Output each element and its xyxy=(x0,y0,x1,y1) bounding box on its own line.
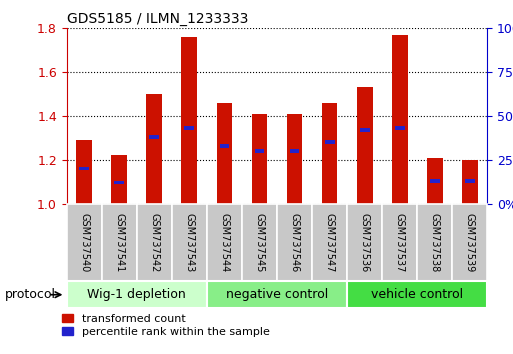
Bar xyxy=(207,281,347,308)
Text: GSM737538: GSM737538 xyxy=(430,213,440,272)
Bar xyxy=(462,160,478,204)
Bar xyxy=(417,204,452,281)
Bar xyxy=(322,103,338,204)
Bar xyxy=(392,35,408,204)
Bar xyxy=(114,181,124,184)
Bar xyxy=(220,144,229,148)
Bar xyxy=(76,140,92,204)
Bar xyxy=(67,281,207,308)
Bar xyxy=(80,166,89,171)
Text: GSM737539: GSM737539 xyxy=(465,213,475,272)
Text: GSM737543: GSM737543 xyxy=(184,213,194,272)
Bar xyxy=(254,149,264,153)
Text: vehicle control: vehicle control xyxy=(371,288,463,301)
Text: GSM737545: GSM737545 xyxy=(254,213,265,272)
Text: GSM737537: GSM737537 xyxy=(394,213,405,272)
Bar xyxy=(146,94,162,204)
Bar xyxy=(67,204,102,281)
Bar xyxy=(325,140,334,144)
Bar xyxy=(185,126,194,130)
Bar xyxy=(102,204,137,281)
Text: protocol: protocol xyxy=(5,288,56,301)
Legend: transformed count, percentile rank within the sample: transformed count, percentile rank withi… xyxy=(62,314,270,337)
Bar xyxy=(430,179,440,183)
Text: GSM737540: GSM737540 xyxy=(79,213,89,272)
Bar xyxy=(360,128,369,132)
Bar xyxy=(357,87,372,204)
Bar xyxy=(395,126,405,130)
Bar xyxy=(149,135,159,139)
Bar xyxy=(382,204,417,281)
Text: GSM737542: GSM737542 xyxy=(149,213,160,272)
Bar xyxy=(312,204,347,281)
Bar xyxy=(427,158,443,204)
Bar xyxy=(137,204,172,281)
Bar xyxy=(207,204,242,281)
Bar xyxy=(347,281,487,308)
Text: GSM737547: GSM737547 xyxy=(325,213,334,272)
Bar xyxy=(452,204,487,281)
Bar xyxy=(290,149,300,153)
Bar xyxy=(216,103,232,204)
Text: GSM737546: GSM737546 xyxy=(289,213,300,272)
Text: Wig-1 depletion: Wig-1 depletion xyxy=(87,288,186,301)
Text: GDS5185 / ILMN_1233333: GDS5185 / ILMN_1233333 xyxy=(67,12,248,26)
Bar xyxy=(347,204,382,281)
Bar xyxy=(465,179,475,183)
Bar xyxy=(111,155,127,204)
Text: GSM737536: GSM737536 xyxy=(360,213,370,272)
Bar xyxy=(251,114,267,204)
Bar xyxy=(182,37,198,204)
Text: negative control: negative control xyxy=(226,288,328,301)
Bar xyxy=(242,204,277,281)
Bar xyxy=(287,114,303,204)
Bar xyxy=(172,204,207,281)
Text: GSM737541: GSM737541 xyxy=(114,213,124,272)
Bar xyxy=(277,204,312,281)
Text: GSM737544: GSM737544 xyxy=(220,213,229,272)
